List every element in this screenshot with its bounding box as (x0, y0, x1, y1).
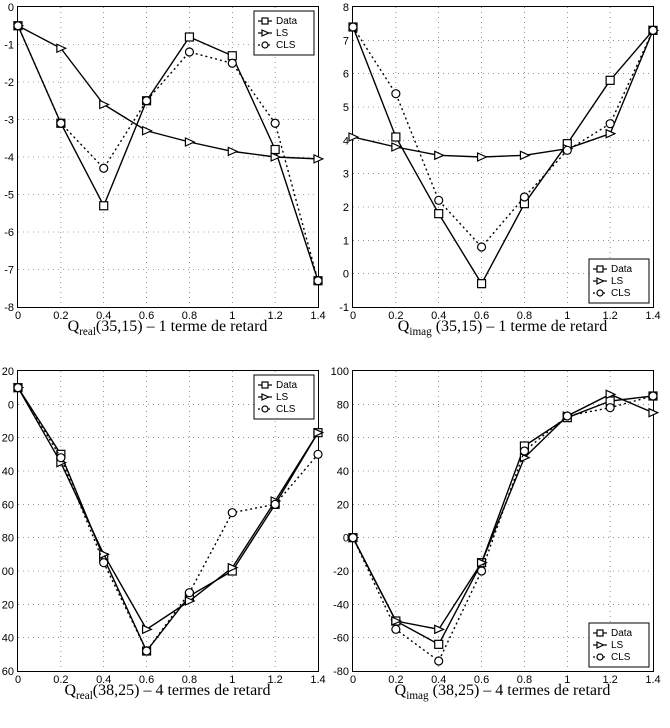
svg-text:20: 20 (336, 499, 348, 511)
svg-text:0: 0 (14, 674, 20, 686)
svg-text:60: 60 (1, 666, 13, 678)
svg-text:1.2: 1.2 (602, 674, 617, 686)
svg-text:CLS: CLS (611, 652, 631, 663)
svg-text:60: 60 (1, 499, 13, 511)
svg-text:5: 5 (342, 102, 348, 114)
svg-text:LS: LS (611, 276, 624, 287)
svg-text:CLS: CLS (276, 40, 296, 51)
svg-text:4: 4 (342, 135, 348, 147)
svg-text:-7: -7 (4, 265, 14, 277)
svg-text:1.4: 1.4 (310, 674, 325, 686)
plot-svg-tl: 00.20.40.60.811.21.4-8-7-6-5-4-3-2-10Dat… (18, 7, 318, 307)
plot-svg-tr: 00.20.40.60.811.21.4-1012345678DataLSCLS (353, 7, 653, 307)
svg-text:0: 0 (342, 269, 348, 281)
svg-text:0.4: 0.4 (431, 310, 446, 322)
svg-text:0: 0 (7, 2, 13, 14)
svg-text:0.4: 0.4 (431, 674, 446, 686)
svg-text:0.2: 0.2 (388, 674, 403, 686)
svg-text:3: 3 (342, 169, 348, 181)
svg-text:60: 60 (336, 433, 348, 445)
svg-text:LS: LS (276, 28, 289, 39)
svg-text:2: 2 (342, 202, 348, 214)
caption-top-right: Qimag (35,15) – 1 terme de retard (398, 318, 607, 338)
svg-text:1: 1 (229, 310, 235, 322)
svg-text:20: 20 (1, 433, 13, 445)
svg-text:1: 1 (564, 674, 570, 686)
cell-bottom-right: 0 0.2 0.4 0.6 0.8 1 1.2 1.4 -80 -60 -40 -20 0 20 40 60 8… (335, 364, 670, 728)
svg-text:1.4: 1.4 (310, 310, 325, 322)
cell-bottom-left: 0 0.2 0.4 0.6 0.8 1 1.2 1.4 60 40 20 00 80 60 40 20 0 20 D… (0, 364, 335, 728)
svg-text:0.4: 0.4 (96, 310, 111, 322)
svg-text:0.8: 0.8 (181, 674, 196, 686)
svg-text:0.8: 0.8 (181, 310, 196, 322)
svg-text:0: 0 (342, 533, 348, 545)
svg-text:1.4: 1.4 (645, 674, 660, 686)
svg-text:-6: -6 (4, 227, 14, 239)
plot-svg-bl: 00.20.40.60.811.21.46040200080604020020D… (18, 371, 318, 671)
svg-text:40: 40 (336, 466, 348, 478)
svg-text:1.2: 1.2 (602, 310, 617, 322)
svg-text:100: 100 (330, 366, 348, 378)
svg-text:Data: Data (611, 264, 633, 275)
chart-grid: 00.20.40.60.811.21.4-8-7-6-5-4-3-2-10Dat… (0, 0, 670, 728)
svg-text:1.2: 1.2 (267, 674, 282, 686)
svg-text:CLS: CLS (611, 288, 631, 299)
svg-text:LS: LS (611, 640, 624, 651)
svg-text:-3: -3 (4, 115, 14, 127)
chart-bottom-left: 00.20.40.60.811.21.46040200080604020020D… (17, 370, 319, 672)
svg-text:-1: -1 (4, 40, 14, 52)
svg-text:Data: Data (611, 628, 633, 639)
chart-top-right: 00.20.40.60.811.21.4-1012345678DataLSCLS (352, 6, 654, 308)
svg-text:0: 0 (7, 399, 13, 411)
svg-text:0.6: 0.6 (138, 310, 153, 322)
svg-text:0.8: 0.8 (516, 674, 531, 686)
svg-text:20: 20 (1, 599, 13, 611)
svg-text:-20: -20 (333, 566, 349, 578)
svg-text:00: 00 (1, 566, 13, 578)
svg-text:0.8: 0.8 (516, 310, 531, 322)
svg-text:0.6: 0.6 (473, 674, 488, 686)
svg-text:1.4: 1.4 (645, 310, 660, 322)
svg-text:CLS: CLS (276, 404, 296, 415)
svg-text:Data: Data (276, 16, 298, 27)
svg-text:1.2: 1.2 (267, 310, 282, 322)
svg-text:-80: -80 (333, 666, 349, 678)
svg-text:0: 0 (349, 310, 355, 322)
cell-top-right: 00.20.40.60.811.21.4-1012345678DataLSCLS… (335, 0, 670, 364)
svg-text:-5: -5 (4, 190, 14, 202)
svg-text:8: 8 (342, 2, 348, 14)
svg-text:0.2: 0.2 (388, 310, 403, 322)
svg-text:0: 0 (14, 310, 20, 322)
svg-text:1: 1 (564, 310, 570, 322)
svg-text:LS: LS (276, 392, 289, 403)
svg-text:0.2: 0.2 (53, 674, 68, 686)
svg-text:20: 20 (1, 366, 13, 378)
svg-text:1: 1 (229, 674, 235, 686)
svg-text:-4: -4 (4, 152, 14, 164)
caption-bottom-right: Qimag (38,25) – 4 termes de retard (395, 682, 611, 702)
svg-text:-8: -8 (4, 302, 14, 314)
svg-text:-2: -2 (4, 77, 14, 89)
svg-text:1: 1 (342, 235, 348, 247)
svg-text:0.6: 0.6 (138, 674, 153, 686)
svg-text:40: 40 (1, 633, 13, 645)
svg-text:7: 7 (342, 35, 348, 47)
svg-text:-1: -1 (339, 302, 349, 314)
svg-text:0.4: 0.4 (96, 674, 111, 686)
svg-text:40: 40 (1, 466, 13, 478)
svg-text:-40: -40 (333, 599, 349, 611)
svg-text:0.6: 0.6 (473, 310, 488, 322)
svg-text:0.2: 0.2 (53, 310, 68, 322)
chart-top-left: 00.20.40.60.811.21.4-8-7-6-5-4-3-2-10Dat… (17, 6, 319, 308)
svg-text:0: 0 (349, 674, 355, 686)
cell-top-left: 0 0.2 0.4 0.6 0.8 1 1.2 1.4 -8 -7 -6 -5 -4 -3 -2 -1 0 Dat… (0, 0, 335, 364)
page: 00.20.40.60.811.21.4-8-7-6-5-4-3-2-10Dat… (0, 0, 670, 728)
svg-text:6: 6 (342, 69, 348, 81)
svg-text:80: 80 (1, 533, 13, 545)
chart-bottom-right: 00.20.40.60.811.21.4-80-60-40-2002040608… (352, 370, 654, 672)
svg-text:-60: -60 (333, 633, 349, 645)
svg-text:Data: Data (276, 380, 298, 391)
svg-text:80: 80 (336, 399, 348, 411)
plot-svg-br: 00.20.40.60.811.21.4-80-60-40-2002040608… (353, 371, 653, 671)
